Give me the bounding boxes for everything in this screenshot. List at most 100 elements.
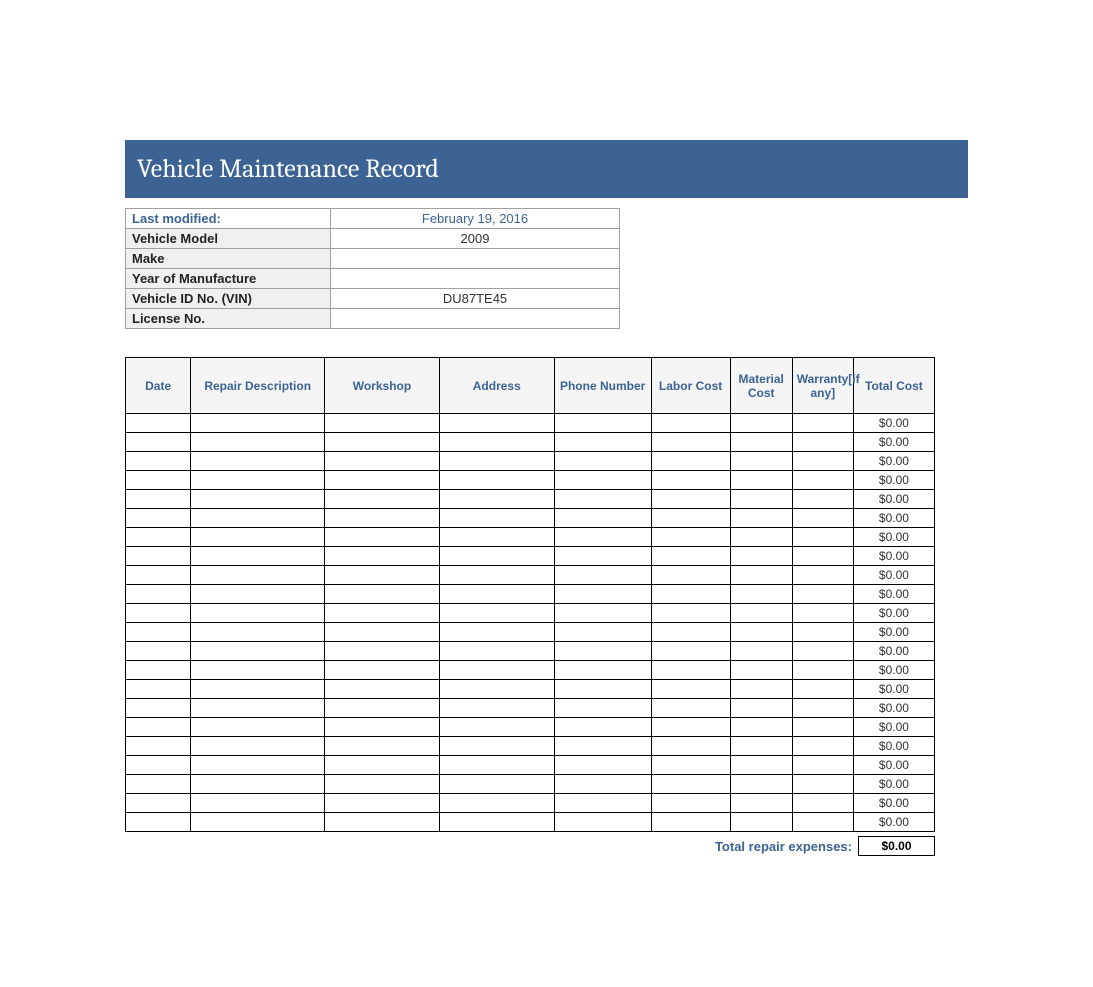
data-cell bbox=[792, 623, 853, 642]
data-cell bbox=[792, 566, 853, 585]
data-cell bbox=[191, 623, 325, 642]
data-cell bbox=[792, 471, 853, 490]
data-cell bbox=[651, 623, 730, 642]
data-cell bbox=[554, 452, 651, 471]
data-cell bbox=[792, 490, 853, 509]
table-row: $0.00 bbox=[126, 623, 935, 642]
data-cell bbox=[325, 509, 440, 528]
data-cell bbox=[191, 794, 325, 813]
table-row: $0.00 bbox=[126, 813, 935, 832]
total-cost-cell: $0.00 bbox=[853, 528, 934, 547]
data-cell bbox=[191, 566, 325, 585]
data-cell bbox=[439, 737, 554, 756]
total-cost-cell: $0.00 bbox=[853, 737, 934, 756]
data-cell bbox=[730, 794, 792, 813]
total-cost-cell: $0.00 bbox=[853, 623, 934, 642]
data-cell bbox=[191, 642, 325, 661]
data-cell bbox=[730, 680, 792, 699]
data-cell bbox=[554, 642, 651, 661]
table-row: $0.00 bbox=[126, 414, 935, 433]
data-cell bbox=[126, 756, 191, 775]
data-cell bbox=[730, 566, 792, 585]
data-cell bbox=[554, 471, 651, 490]
data-cell bbox=[554, 699, 651, 718]
data-cell bbox=[651, 699, 730, 718]
data-cell bbox=[792, 756, 853, 775]
data-cell bbox=[325, 718, 440, 737]
total-cost-cell: $0.00 bbox=[853, 680, 934, 699]
data-cell bbox=[792, 642, 853, 661]
data-cell bbox=[325, 699, 440, 718]
data-cell bbox=[325, 414, 440, 433]
data-cell bbox=[730, 813, 792, 832]
data-cell bbox=[554, 509, 651, 528]
data-cell bbox=[325, 813, 440, 832]
data-cell bbox=[126, 471, 191, 490]
info-label: Vehicle Model bbox=[126, 229, 331, 249]
data-cell bbox=[651, 794, 730, 813]
data-cell bbox=[554, 414, 651, 433]
total-cost-cell: $0.00 bbox=[853, 756, 934, 775]
column-header: Address bbox=[439, 358, 554, 414]
data-cell bbox=[554, 737, 651, 756]
data-cell bbox=[191, 509, 325, 528]
table-row: $0.00 bbox=[126, 566, 935, 585]
data-cell bbox=[792, 794, 853, 813]
total-cost-cell: $0.00 bbox=[853, 585, 934, 604]
data-cell bbox=[126, 775, 191, 794]
data-cell bbox=[325, 661, 440, 680]
table-row: $0.00 bbox=[126, 661, 935, 680]
total-cost-cell: $0.00 bbox=[853, 547, 934, 566]
data-cell bbox=[651, 471, 730, 490]
data-cell bbox=[439, 490, 554, 509]
data-cell bbox=[554, 547, 651, 566]
data-cell bbox=[651, 452, 730, 471]
maintenance-records-table: DateRepair DescriptionWorkshopAddressPho… bbox=[125, 357, 935, 832]
data-cell bbox=[126, 585, 191, 604]
data-cell bbox=[439, 414, 554, 433]
total-cost-cell: $0.00 bbox=[853, 699, 934, 718]
data-cell bbox=[651, 756, 730, 775]
data-cell bbox=[730, 604, 792, 623]
data-cell bbox=[439, 794, 554, 813]
table-row: $0.00 bbox=[126, 433, 935, 452]
data-cell bbox=[730, 718, 792, 737]
last-modified-label: Last modified: bbox=[126, 209, 331, 229]
total-cost-cell: $0.00 bbox=[853, 794, 934, 813]
total-cost-cell: $0.00 bbox=[853, 604, 934, 623]
info-label: Year of Manufacture bbox=[126, 269, 331, 289]
data-cell bbox=[730, 699, 792, 718]
data-cell bbox=[554, 794, 651, 813]
data-cell bbox=[651, 642, 730, 661]
data-cell bbox=[554, 775, 651, 794]
table-row: $0.00 bbox=[126, 775, 935, 794]
column-header: Warranty[if any] bbox=[792, 358, 853, 414]
data-cell bbox=[554, 604, 651, 623]
data-cell bbox=[191, 756, 325, 775]
data-cell bbox=[325, 528, 440, 547]
data-cell bbox=[730, 509, 792, 528]
table-row: $0.00 bbox=[126, 585, 935, 604]
data-cell bbox=[651, 414, 730, 433]
data-cell bbox=[191, 699, 325, 718]
data-cell bbox=[325, 604, 440, 623]
data-cell bbox=[439, 813, 554, 832]
data-cell bbox=[439, 604, 554, 623]
column-header: Date bbox=[126, 358, 191, 414]
info-value bbox=[331, 309, 620, 329]
total-cost-cell: $0.00 bbox=[853, 566, 934, 585]
data-cell bbox=[792, 699, 853, 718]
data-cell bbox=[651, 528, 730, 547]
data-cell bbox=[651, 680, 730, 699]
data-cell bbox=[554, 566, 651, 585]
info-label: Make bbox=[126, 249, 331, 269]
data-cell bbox=[554, 585, 651, 604]
document-page: Vehicle Maintenance Record Last modified… bbox=[0, 0, 1093, 916]
total-expenses-row: Total repair expenses: $0.00 bbox=[125, 836, 935, 856]
data-cell bbox=[191, 547, 325, 566]
data-cell bbox=[325, 547, 440, 566]
info-value bbox=[331, 249, 620, 269]
data-cell bbox=[126, 737, 191, 756]
data-cell bbox=[730, 433, 792, 452]
table-row: $0.00 bbox=[126, 452, 935, 471]
